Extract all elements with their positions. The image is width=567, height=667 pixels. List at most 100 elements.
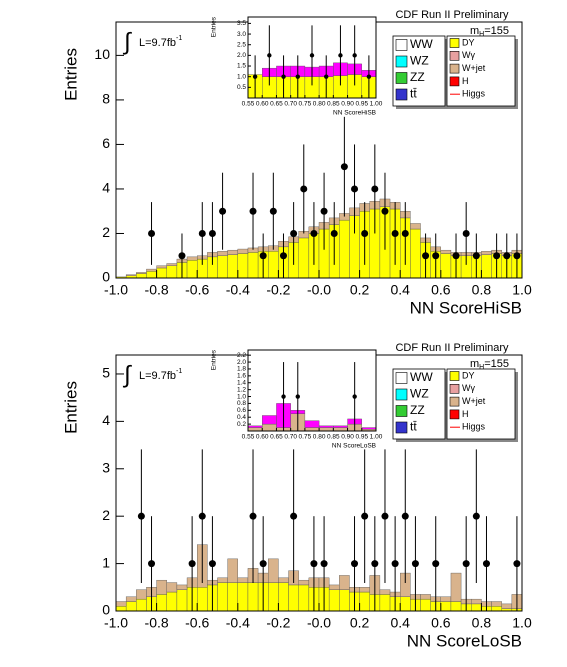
y-tick-label: 1.2 bbox=[237, 386, 246, 393]
histogram-bar bbox=[268, 251, 279, 279]
histogram-bar bbox=[262, 415, 277, 425]
data-point bbox=[361, 512, 369, 520]
histogram-bar bbox=[227, 558, 238, 583]
histogram-bar bbox=[237, 577, 249, 583]
data-point bbox=[198, 229, 206, 237]
histogram-bar bbox=[440, 601, 452, 612]
x-tick-label: 0.90 bbox=[341, 434, 354, 441]
histogram-bar bbox=[304, 420, 320, 428]
y-tick-label: 1 bbox=[102, 554, 110, 570]
x-tick-label: 0.85 bbox=[327, 101, 340, 108]
y-tick-label: 2.0 bbox=[237, 359, 246, 366]
data-point bbox=[267, 53, 272, 58]
histogram-bar bbox=[247, 425, 263, 428]
histogram-bar bbox=[491, 601, 502, 607]
x-tick-label: 0.8 bbox=[472, 281, 492, 297]
histogram-bar bbox=[166, 265, 178, 279]
histogram-bar bbox=[146, 268, 157, 272]
x-tick-label: 0.2 bbox=[350, 281, 370, 297]
data-point bbox=[324, 74, 329, 79]
x-tick-label: 0.75 bbox=[299, 101, 312, 108]
histogram-bar bbox=[136, 589, 147, 600]
x-tick-label: -0.8 bbox=[145, 614, 169, 630]
legend-swatch bbox=[449, 383, 460, 394]
mass-label-sub: H bbox=[479, 364, 484, 371]
y-tick-label: 4 bbox=[102, 412, 110, 428]
data-point bbox=[391, 229, 399, 237]
data-point bbox=[259, 252, 267, 260]
histogram-bar bbox=[186, 256, 198, 261]
legend-label: ZZ bbox=[410, 403, 425, 417]
legend-label: WZ bbox=[410, 387, 429, 401]
x-tick-label: 0.70 bbox=[284, 101, 297, 108]
y-tick-label: 1.0 bbox=[237, 73, 246, 80]
histogram-bar bbox=[146, 271, 157, 279]
x-tick-label: -0.6 bbox=[185, 614, 209, 630]
y-tick-label: 1.8 bbox=[237, 366, 246, 373]
x-tick-label: 0.80 bbox=[313, 434, 326, 441]
legend-swatch bbox=[395, 405, 408, 417]
legend-swatch bbox=[395, 72, 408, 84]
lumi-symbol: ∫ bbox=[122, 28, 132, 55]
data-point bbox=[371, 185, 379, 193]
legend-swatch bbox=[395, 39, 408, 51]
y-tick-label: 0 bbox=[102, 269, 110, 285]
histogram-bar bbox=[237, 248, 249, 254]
legend-swatch bbox=[395, 88, 408, 101]
data-point bbox=[472, 512, 480, 520]
legend-swatch bbox=[449, 371, 460, 381]
histogram-bar bbox=[125, 601, 137, 612]
y-tick-label: 1.0 bbox=[237, 393, 246, 400]
legend-label: DY bbox=[462, 37, 475, 47]
legend-label: ZZ bbox=[410, 70, 425, 84]
data-point bbox=[208, 229, 216, 237]
x-axis-label: NN ScoreLoSB bbox=[332, 443, 376, 450]
data-point bbox=[219, 207, 227, 215]
data-point bbox=[208, 560, 216, 568]
data-point bbox=[330, 229, 338, 237]
y-tick-label: 1.5 bbox=[237, 63, 246, 70]
data-point bbox=[381, 207, 389, 215]
legend-swatch bbox=[449, 396, 460, 407]
histogram-bar bbox=[339, 219, 350, 279]
x-tick-label: -0.0 bbox=[307, 281, 331, 297]
data-point bbox=[295, 394, 300, 399]
legend-swatch bbox=[395, 372, 408, 384]
legend-label: Wγ bbox=[462, 50, 475, 60]
mass-label-value: =155 bbox=[484, 358, 509, 370]
histogram-bar bbox=[125, 596, 137, 602]
data-point bbox=[422, 252, 430, 260]
data-point bbox=[281, 74, 286, 79]
histogram-bar bbox=[318, 427, 334, 432]
x-tick-label: 0.75 bbox=[299, 434, 312, 441]
x-tick-label: 1.00 bbox=[370, 101, 383, 108]
legend-swatch bbox=[395, 55, 408, 68]
mass-label: m bbox=[470, 25, 479, 37]
histogram-bar bbox=[410, 223, 421, 230]
histogram-bar bbox=[278, 577, 289, 583]
y-tick-label: 1.6 bbox=[237, 373, 246, 380]
x-tick-label: -0.0 bbox=[307, 614, 331, 630]
x-tick-label: 0.4 bbox=[390, 614, 410, 630]
lumi-sup: -1 bbox=[176, 35, 182, 42]
y-tick-label: 2 bbox=[102, 507, 110, 523]
histogram-bar bbox=[379, 589, 391, 595]
y-axis-label: Entries bbox=[61, 381, 80, 434]
legend-swatch bbox=[395, 388, 408, 401]
data-point bbox=[269, 207, 277, 215]
y-tick-label: 6 bbox=[102, 135, 110, 151]
histogram-bar bbox=[481, 254, 492, 279]
y-axis-label: Entries bbox=[211, 16, 218, 37]
data-point bbox=[351, 560, 359, 568]
y-tick-label: 8 bbox=[102, 91, 110, 107]
histogram-bar bbox=[298, 579, 310, 586]
data-point bbox=[281, 394, 286, 399]
histogram-bar bbox=[217, 251, 228, 256]
data-point bbox=[432, 252, 440, 260]
data-point bbox=[352, 394, 357, 399]
histogram-bar bbox=[339, 575, 350, 590]
x-tick-label: 0.95 bbox=[355, 434, 368, 441]
y-axis-label: Entries bbox=[211, 349, 218, 370]
y-tick-label: 0.2 bbox=[237, 421, 246, 428]
